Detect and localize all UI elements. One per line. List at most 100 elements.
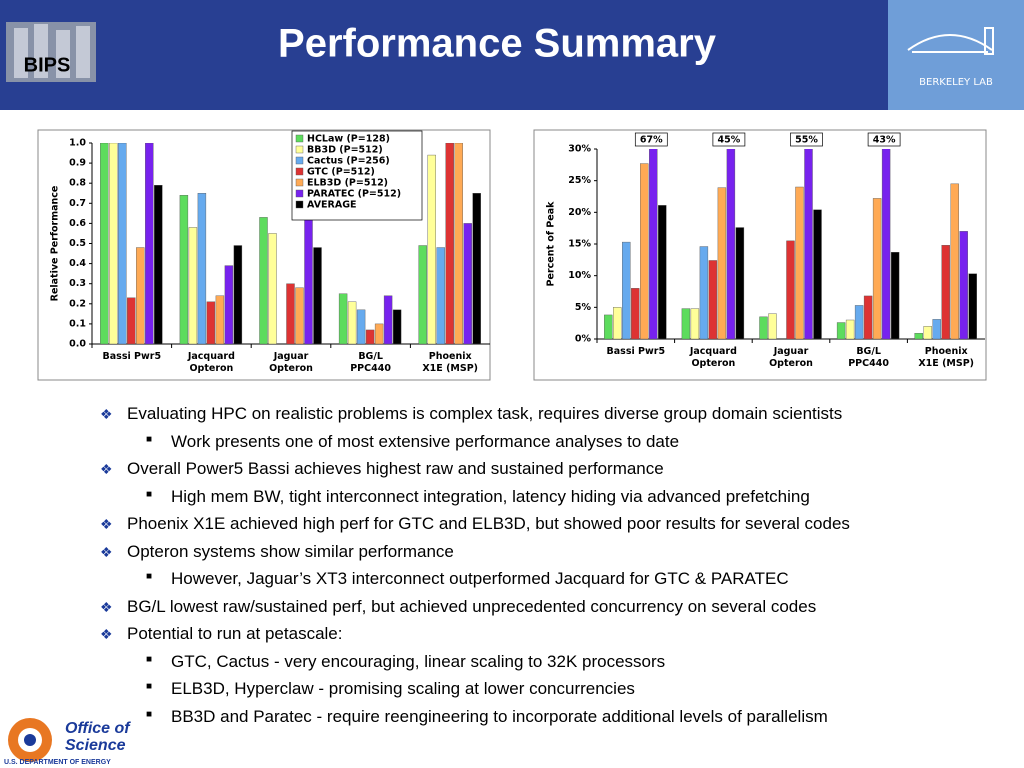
berkeley-logo-bg <box>888 0 1024 110</box>
bar <box>427 154 436 344</box>
x-tick-label: Jaguar Opteron <box>269 351 313 374</box>
bar <box>881 149 891 339</box>
doe-logo-text: Science <box>65 737 126 754</box>
bar <box>136 247 145 344</box>
y-tick-label: 0.5 <box>69 238 86 249</box>
bullet-marker: ❖ <box>100 626 113 642</box>
y-tick-label: 0.3 <box>69 278 86 289</box>
x-tick-label: Phoenix X1E (MSP) <box>918 346 975 369</box>
y-tick-label: 0% <box>575 334 592 345</box>
bar <box>365 329 375 344</box>
y-tick-label: 5% <box>575 302 592 313</box>
y-tick-label: 30% <box>568 144 591 155</box>
bar <box>699 246 709 339</box>
y-tick-label: 10% <box>568 270 591 281</box>
slide-title: Performance Summary <box>278 22 717 66</box>
bar <box>224 265 234 344</box>
bar <box>472 193 481 344</box>
bullet-text: Work presents one of most extensive perf… <box>171 431 680 451</box>
bar <box>941 245 950 339</box>
bullet-text: However, Jaguar’s XT3 interconnect outpe… <box>171 569 789 588</box>
bar <box>418 245 427 344</box>
bar <box>338 293 348 344</box>
y-tick-label: 20% <box>568 207 591 218</box>
value-label: 43% <box>873 135 896 146</box>
legend-label: HCLaw (P=128) <box>307 134 390 145</box>
bar <box>304 215 313 344</box>
bar <box>759 316 768 339</box>
berkeley-logo-icon <box>907 27 994 55</box>
value-label: 67% <box>640 135 663 146</box>
bar <box>640 163 649 339</box>
bar <box>786 240 795 339</box>
bar <box>649 149 658 339</box>
bullet-text: Potential to run at petascale: <box>127 624 343 643</box>
sub-bullet-marker: ■ <box>146 708 153 720</box>
bar <box>932 319 941 339</box>
y-tick-label: 0.1 <box>69 318 86 329</box>
value-label-box <box>712 132 746 147</box>
x-tick-label: Bassi Pwr5 <box>606 346 666 357</box>
bar <box>681 308 691 339</box>
y-tick-label: 0.6 <box>69 218 86 229</box>
x-tick-label: Jaguar Opteron <box>769 346 813 369</box>
bar <box>959 231 968 339</box>
doe-logo <box>8 718 52 762</box>
legend-label: BB3D (P=512) <box>307 145 383 156</box>
legend-label: AVERAGE <box>307 200 357 211</box>
bar <box>109 143 118 344</box>
bar <box>118 143 127 344</box>
bar <box>100 143 109 344</box>
bar <box>845 319 855 339</box>
legend-box <box>291 130 423 221</box>
y-tick-label: 0.2 <box>69 298 86 309</box>
bar <box>233 245 243 344</box>
sub-bullet-marker: ■ <box>146 488 153 500</box>
bar <box>356 309 366 344</box>
header-band <box>0 0 1024 110</box>
y-tick-label: 0.0 <box>69 339 86 350</box>
legend-swatch <box>295 189 304 198</box>
bar <box>215 295 225 344</box>
bar <box>726 149 736 339</box>
bar <box>622 241 631 339</box>
bar <box>383 295 393 344</box>
bullet-text: Opteron systems show similar performance <box>127 541 454 561</box>
chart-frame <box>533 129 987 381</box>
bar <box>658 205 667 339</box>
bar <box>188 227 198 344</box>
bullet-text: Overall Power5 Bassi achieves highest ra… <box>127 459 664 478</box>
sub-bullet-marker: ■ <box>146 681 153 692</box>
bar <box>206 301 216 344</box>
y-tick-label: 15% <box>568 239 591 250</box>
bar <box>127 297 136 344</box>
bar <box>268 233 277 344</box>
bullet-text: High mem BW, tight interconnect integrat… <box>171 486 810 506</box>
bar <box>392 309 402 344</box>
bar <box>197 193 207 344</box>
legend-label: PARATEC (P=512) <box>307 189 401 200</box>
bullet-text: BG/L lowest raw/sustained perf, but achi… <box>127 596 817 616</box>
bar <box>950 183 959 339</box>
bullet-marker: ❖ <box>100 598 113 615</box>
bullet-text: ELB3D, Hyperclaw - promising scaling at … <box>171 679 635 698</box>
x-tick-label: Jacquard Opteron <box>689 346 737 369</box>
x-tick-label: Phoenix X1E (MSP) <box>422 351 479 374</box>
doe-logo-text: U.S. DEPARTMENT OF ENERGY <box>4 759 111 766</box>
bips-logo <box>6 22 96 82</box>
bar <box>286 283 295 344</box>
bar <box>313 247 322 344</box>
x-tick-label: BG/L PPC440 <box>350 351 391 374</box>
doe-logo-text: Office of <box>65 720 131 737</box>
bar <box>631 288 640 339</box>
bar <box>795 186 804 339</box>
bullet-text: BB3D and Paratec - require reengineering… <box>171 706 828 726</box>
legend-label: ELB3D (P=512) <box>307 178 388 189</box>
bar <box>463 223 472 344</box>
bar <box>295 287 304 344</box>
bar <box>735 227 745 339</box>
bar <box>717 187 727 339</box>
bar <box>872 198 882 339</box>
value-label-box <box>867 132 901 147</box>
value-label-box <box>790 132 823 147</box>
